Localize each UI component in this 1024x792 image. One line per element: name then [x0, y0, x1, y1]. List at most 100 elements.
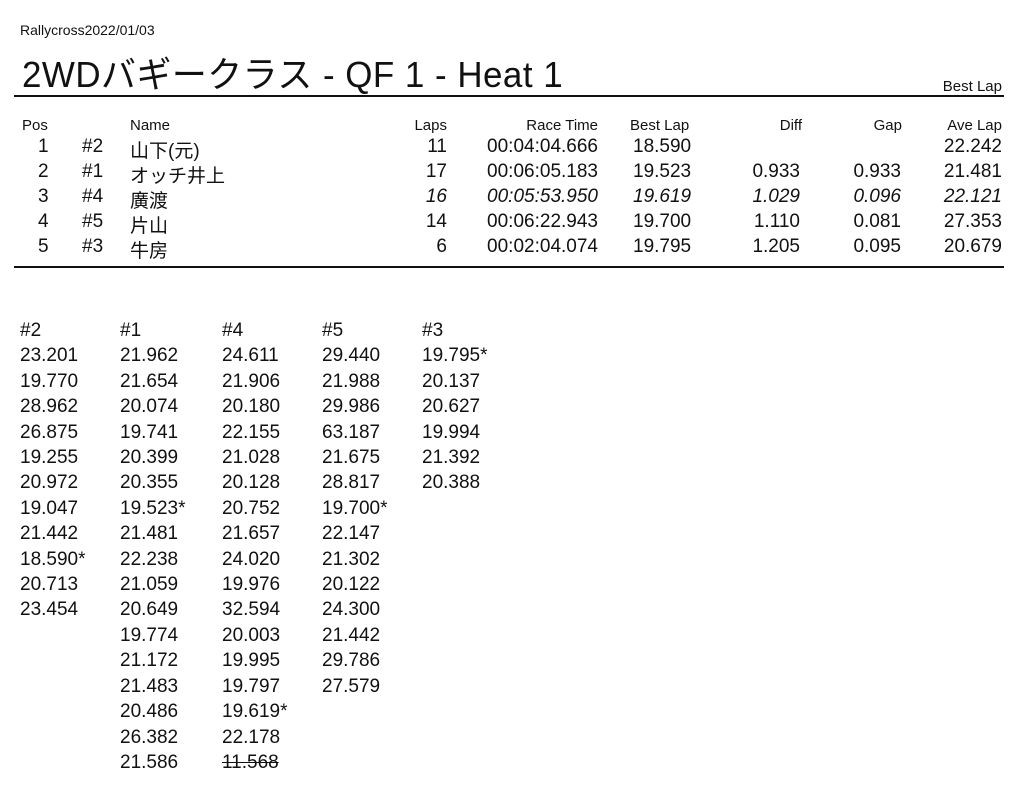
- result-diff: 0.933: [752, 161, 800, 182]
- lap-time: 22.238: [120, 548, 179, 570]
- lap-time: 20.649: [120, 599, 179, 621]
- result-pos: 5: [38, 236, 49, 257]
- lap-time: 21.392: [422, 447, 481, 469]
- lap-time: 19.797: [222, 675, 281, 697]
- lap-time: 19.774: [120, 624, 179, 646]
- result-race-time: 00:04:04.666: [487, 136, 598, 157]
- lap-time: 21.442: [322, 624, 381, 646]
- lap-time: 21.442: [20, 523, 79, 545]
- lap-time: 28.962: [20, 396, 79, 418]
- lap-time: 21.654: [120, 370, 179, 392]
- result-pos: 2: [38, 161, 49, 182]
- lap-time: 28.817: [322, 472, 381, 494]
- result-car-number: #4: [82, 186, 104, 207]
- lap-time: 29.786: [322, 650, 381, 672]
- result-diff: 1.029: [752, 186, 800, 207]
- col-header-laps: Laps: [414, 117, 447, 134]
- lap-column-car: #4: [222, 320, 244, 341]
- lap-time: 29.440: [322, 345, 381, 367]
- lap-time: 29.986: [322, 396, 381, 418]
- lap-time: 24.300: [322, 599, 381, 621]
- lap-column: #2 23.201 19.770 28.962 26.875 19.255 20.972 19…: [20, 318, 86, 623]
- lap-time: 20.713: [20, 574, 79, 596]
- lap-time: 21.059: [120, 574, 179, 596]
- lap-time: 20.752: [222, 497, 281, 519]
- lap-time: 19.619*: [222, 701, 288, 723]
- result-pos: 4: [38, 211, 49, 232]
- lap-time: 26.875: [20, 421, 79, 443]
- lap-time: 20.128: [222, 472, 281, 494]
- best-lap-tag: Best Lap: [942, 78, 1002, 95]
- lap-column-car: #2: [20, 320, 42, 341]
- lap-time: 20.972: [20, 472, 79, 494]
- result-driver-name: 片山: [130, 216, 169, 237]
- result-ave-lap: 20.679: [943, 236, 1002, 257]
- lap-time: 21.586: [120, 751, 179, 773]
- col-header-race-time: Race Time: [526, 117, 598, 134]
- lap-time: 21.675: [322, 447, 381, 469]
- lap-time: 20.627: [422, 396, 481, 418]
- lap-column-car: #5: [322, 320, 344, 341]
- result-gap: 0.096: [853, 186, 901, 207]
- result-laps: 17: [425, 161, 447, 182]
- result-ave-lap: 27.353: [943, 211, 1002, 232]
- result-car-number: #1: [82, 161, 104, 182]
- lap-time: 11.568: [222, 751, 279, 773]
- result-best-lap: 19.700: [633, 211, 692, 232]
- result-laps: 16: [425, 186, 447, 207]
- lap-time: 21.028: [222, 447, 281, 469]
- col-header-gap: Gap: [873, 117, 902, 134]
- lap-time: 24.020: [222, 548, 281, 570]
- lap-time: 23.454: [20, 599, 79, 621]
- result-laps: 11: [427, 136, 447, 157]
- lap-time: 20.399: [120, 447, 179, 469]
- lap-time: 19.795*: [422, 345, 488, 367]
- lap-time: 20.074: [120, 396, 179, 418]
- col-header-best-lap: Best Lap: [630, 117, 690, 134]
- lap-time: 19.995: [222, 650, 281, 672]
- result-ave-lap: 22.121: [943, 186, 1002, 207]
- result-car-number: #3: [82, 236, 104, 257]
- lap-time: 22.155: [222, 421, 281, 443]
- lap-time: 20.180: [222, 396, 281, 418]
- lap-column: #3 19.795* 20.137 20.627 19.994 21.392 20.388: [422, 318, 488, 496]
- result-driver-name: 廣渡: [130, 191, 169, 212]
- result-best-lap: 18.590: [633, 136, 692, 157]
- lap-time: 20.355: [120, 472, 179, 494]
- lap-column: #5 29.440 21.988 29.986 63.187 21.675 28.817 19…: [322, 318, 388, 699]
- result-best-lap: 19.523: [633, 161, 692, 182]
- lap-time: 19.994: [422, 421, 481, 443]
- lap-time: 21.988: [322, 370, 381, 392]
- lap-time: 20.137: [422, 370, 481, 392]
- col-header-ave-lap: Ave Lap: [947, 117, 1002, 134]
- result-best-lap: 19.619: [633, 186, 692, 207]
- result-laps: 6: [436, 236, 447, 257]
- col-header-name: Name: [130, 117, 171, 134]
- lap-time: 21.962: [120, 345, 179, 367]
- lap-time: 19.741: [120, 421, 179, 443]
- lap-time: 32.594: [222, 599, 281, 621]
- result-race-time: 00:06:05.183: [487, 161, 598, 182]
- page-title: 2WDバギークラス - QF 1 - Heat 1: [22, 54, 564, 95]
- result-laps: 14: [425, 211, 447, 232]
- lap-time: 22.178: [222, 726, 281, 748]
- event-date: Rallycross2022/01/03: [20, 22, 155, 38]
- lap-time: 24.611: [222, 345, 279, 367]
- lap-time: 19.700*: [322, 497, 388, 519]
- lap-time: 19.255: [20, 447, 79, 469]
- lap-time: 26.382: [120, 726, 179, 748]
- lap-time: 21.906: [222, 370, 281, 392]
- lap-time: 63.187: [322, 421, 381, 443]
- lap-time: 21.483: [120, 675, 179, 697]
- result-gap: 0.081: [853, 211, 901, 232]
- results-divider: [14, 266, 1004, 268]
- lap-time: 19.523*: [120, 497, 186, 519]
- result-ave-lap: 22.242: [943, 136, 1002, 157]
- lap-time: 19.976: [222, 574, 281, 596]
- lap-time: 20.003: [222, 624, 281, 646]
- lap-time: 20.122: [322, 574, 381, 596]
- result-ave-lap: 21.481: [943, 161, 1002, 182]
- lap-time: 19.770: [20, 370, 79, 392]
- result-gap: 0.095: [853, 236, 901, 257]
- result-pos: 1: [38, 136, 49, 157]
